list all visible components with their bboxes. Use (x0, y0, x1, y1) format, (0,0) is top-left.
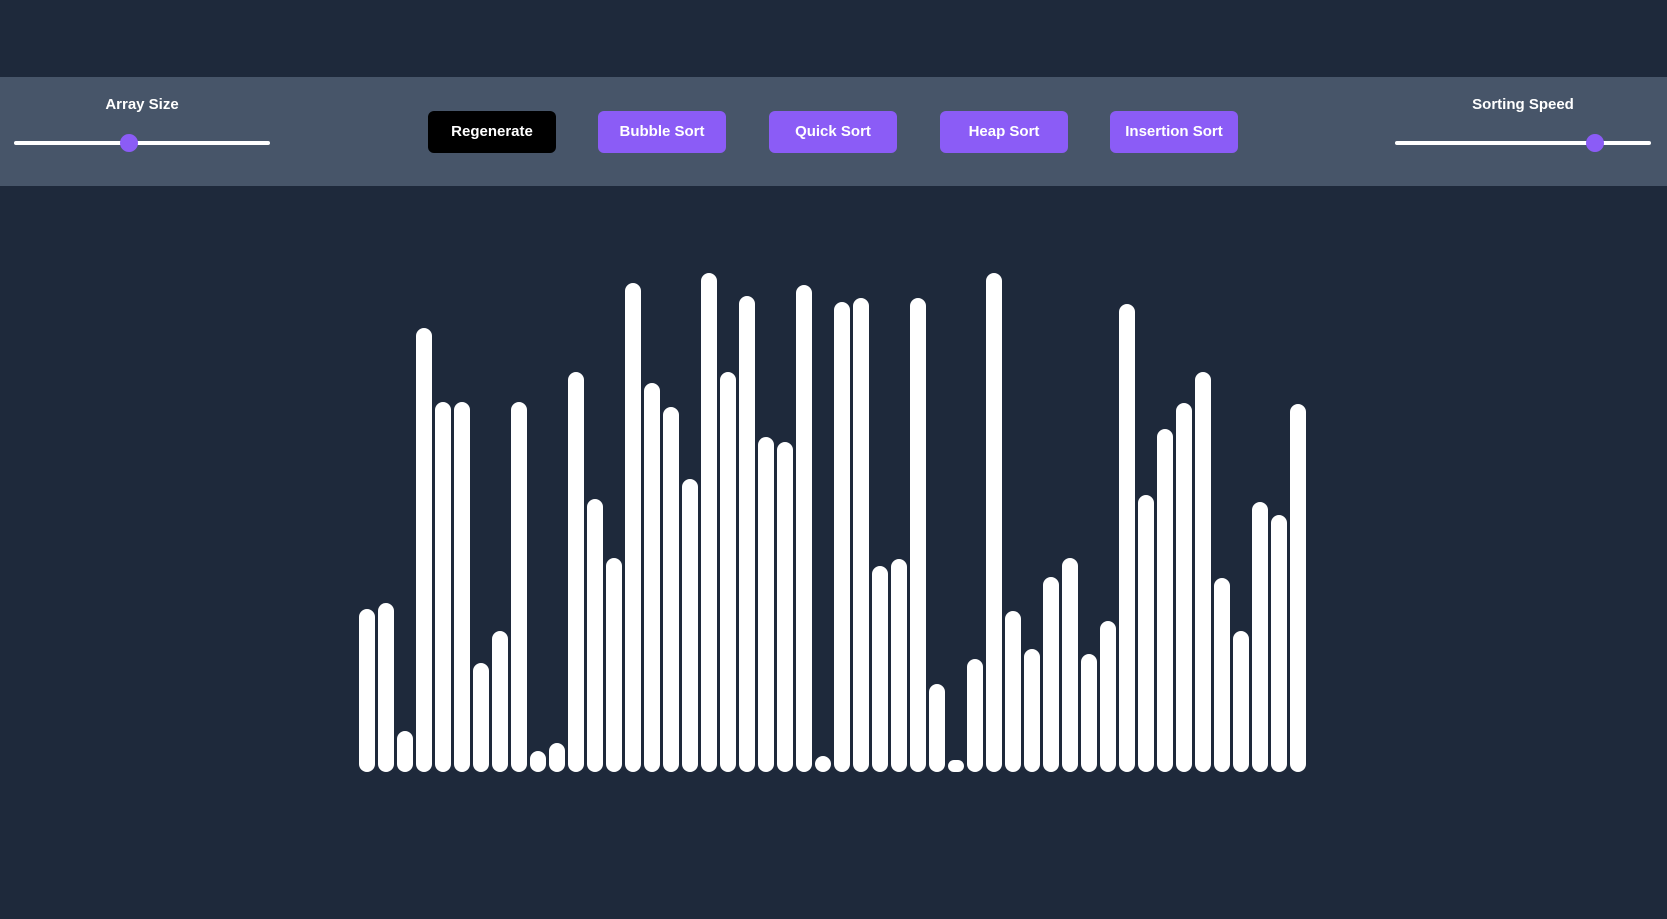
array-bar (1081, 654, 1097, 772)
array-bar (701, 273, 717, 772)
array-bar (1005, 611, 1021, 772)
array-bar (796, 285, 812, 772)
array-bar (872, 566, 888, 772)
regenerate-button[interactable]: Regenerate (428, 111, 556, 153)
array-bar (853, 298, 869, 772)
array-bar (758, 437, 774, 772)
quick-sort-button[interactable]: Quick Sort (769, 111, 897, 153)
array-size-slider[interactable] (14, 134, 270, 152)
array-bar (473, 663, 489, 772)
array-bar (986, 273, 1002, 772)
sorting-speed-slider-thumb[interactable] (1585, 134, 1604, 152)
array-bar (492, 631, 508, 772)
array-bar (1024, 649, 1040, 772)
sorting-speed-slider[interactable] (1395, 134, 1651, 152)
array-bar (568, 372, 584, 772)
sorting-speed-control: Sorting Speed (1395, 95, 1651, 165)
array-bar (1271, 515, 1287, 772)
array-bar (948, 760, 964, 772)
insertion-sort-button[interactable]: Insertion Sort (1110, 111, 1238, 153)
array-bar (910, 298, 926, 772)
array-bar (1214, 578, 1230, 772)
array-bar (416, 328, 432, 772)
array-bar (1043, 577, 1059, 772)
array-bar (1119, 304, 1135, 772)
array-bar (435, 402, 451, 772)
array-bar (1176, 403, 1192, 772)
array-bar (663, 407, 679, 772)
array-bar (1062, 558, 1078, 772)
array-bar (739, 296, 755, 772)
array-bar (549, 743, 565, 772)
array-bar (606, 558, 622, 772)
array-bar (359, 609, 375, 772)
array-bar (587, 499, 603, 772)
array-bar (834, 302, 850, 772)
array-bar (511, 402, 527, 772)
array-bar (777, 442, 793, 772)
array-bar (378, 603, 394, 772)
array-size-slider-thumb[interactable] (120, 134, 139, 152)
array-bar (1233, 631, 1249, 772)
toolbar: Array Size Regenerate Bubble Sort Quick … (0, 77, 1667, 186)
array-bar (1138, 495, 1154, 772)
array-size-control: Array Size (14, 95, 270, 165)
array-bar (530, 751, 546, 772)
array-size-label: Array Size (105, 96, 179, 113)
heap-sort-button[interactable]: Heap Sort (940, 111, 1068, 153)
array-bar (1252, 502, 1268, 772)
array-bar (625, 283, 641, 772)
array-bar (891, 559, 907, 772)
array-bar (967, 659, 983, 772)
array-bar (1100, 621, 1116, 772)
array-bar (397, 731, 413, 772)
array-bar (1195, 372, 1211, 772)
array-bar (720, 372, 736, 772)
array-bar (454, 402, 470, 772)
array-bar (929, 684, 945, 772)
array-bar (644, 383, 660, 772)
array-bar (815, 756, 831, 772)
array-bar (1157, 429, 1173, 772)
bubble-sort-button[interactable]: Bubble Sort (598, 111, 726, 153)
array-bar (1290, 404, 1306, 772)
sorting-speed-label: Sorting Speed (1472, 96, 1574, 113)
array-bar (682, 479, 698, 772)
